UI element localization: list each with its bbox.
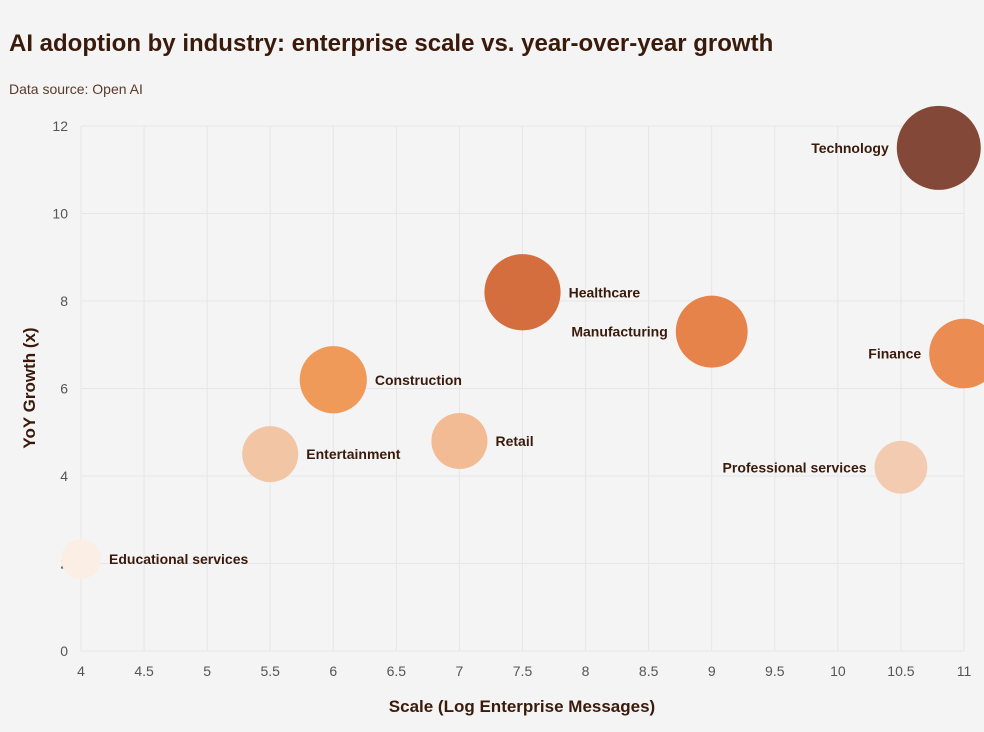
bubble-construction [299,346,367,414]
bubbles [61,105,984,580]
x-axis-title: Scale (Log Enterprise Messages) [389,697,655,716]
bubble-label: Entertainment [306,446,400,462]
bubble-educational-services [61,539,101,580]
chart-title: AI adoption by industry: enterprise scal… [9,30,774,57]
bubble-manufacturing [675,295,748,368]
y-axis-ticks: 024681012 [52,118,68,659]
y-tick-label: 8 [60,293,68,309]
grid-lines [80,125,965,652]
y-tick-label: 4 [60,468,68,484]
bubble-label: Manufacturing [571,324,667,340]
y-tick-label: 6 [60,381,68,397]
bubble-finance [929,318,984,389]
bubble-label: Professional services [723,459,867,475]
y-axis-title: YoY Growth (x) [20,327,39,448]
bubble-entertainment [242,426,299,483]
bubble-professional-services [874,440,928,494]
bubble-label: Retail [495,433,533,449]
x-tick-label: 8.5 [639,663,659,679]
x-tick-label: 4 [77,663,85,679]
bubble-label: Finance [868,346,921,362]
y-tick-label: 0 [60,643,68,659]
x-tick-label: 4.5 [134,663,154,679]
y-tick-label: 10 [52,206,68,222]
x-tick-label: 7 [456,663,464,679]
x-tick-label: 5 [203,663,211,679]
x-tick-label: 5.5 [260,663,280,679]
x-tick-label: 7.5 [513,663,533,679]
x-tick-label: 6.5 [387,663,407,679]
bubble-technology [896,105,981,190]
x-axis-ticks: 4 4.5 5 5.5 6 6.5 7 7.5 8 8.5 9 9.5 10 10.5 11 [77,663,971,679]
bubble-label: Educational services [109,551,249,567]
x-tick-label: 8 [582,663,590,679]
bubble-labels: Educational services Entertainment Constru… [109,140,921,567]
bubble-label: Construction [375,372,462,388]
bubble-label: Technology [811,140,889,156]
bubble-label: Healthcare [569,284,641,300]
bubble-healthcare [484,254,561,331]
x-tick-label: 10.5 [887,663,914,679]
y-tick-label: 12 [52,118,68,134]
x-tick-label: 11 [957,663,972,679]
chart-subtitle: Data source: Open AI [9,81,143,97]
x-tick-label: 9 [708,663,716,679]
x-tick-label: 10 [830,663,846,679]
x-tick-label: 6 [329,663,337,679]
bubble-retail [431,412,488,470]
x-tick-label: 9.5 [765,663,785,679]
